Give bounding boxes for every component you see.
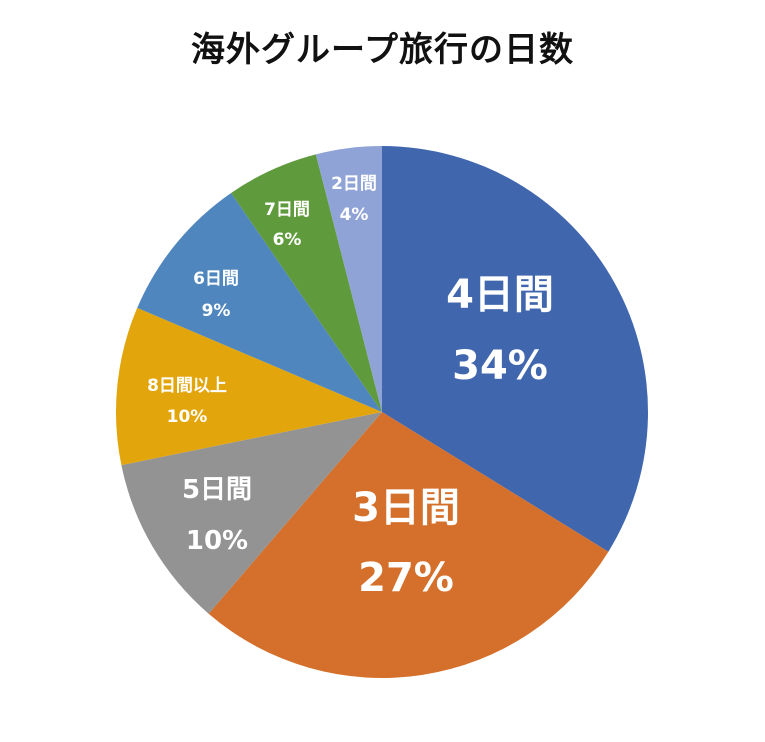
slice-category-label: 8日間以上 bbox=[147, 376, 227, 396]
slice-percent-label: 27% bbox=[358, 555, 454, 601]
slice-percent-label: 6% bbox=[273, 230, 302, 250]
pie-slice bbox=[116, 307, 382, 466]
pie-slice bbox=[315, 146, 382, 412]
slice-percent-label: 34% bbox=[452, 343, 548, 389]
pie-slices bbox=[116, 146, 648, 678]
slice-percent-label: 4% bbox=[340, 205, 369, 225]
slice-category-label: 5日間 bbox=[182, 475, 252, 505]
pie-labels: 4日間 34% 3日間 27% 5日間 10% 8日間以上 10% 6日間 9% 7日間 6% 2日間 4… bbox=[147, 174, 554, 601]
slice-category-label: 4日間 bbox=[446, 272, 554, 318]
slice-percent-label: 9% bbox=[202, 301, 231, 321]
pie-slice bbox=[208, 412, 609, 678]
slice-category-label: 2日間 bbox=[331, 174, 377, 194]
slice-category-label: 6日間 bbox=[193, 269, 239, 289]
pie-slice bbox=[137, 192, 382, 412]
slice-percent-label: 10% bbox=[186, 526, 248, 556]
pie-slice bbox=[382, 146, 648, 552]
chart-title: 海外グループ旅行の日数 bbox=[191, 30, 574, 70]
slice-category-label: 7日間 bbox=[264, 200, 310, 220]
slice-category-label: 3日間 bbox=[352, 485, 460, 531]
pie-slice bbox=[231, 154, 382, 413]
slice-percent-label: 10% bbox=[167, 407, 208, 427]
pie-slice bbox=[121, 412, 383, 614]
